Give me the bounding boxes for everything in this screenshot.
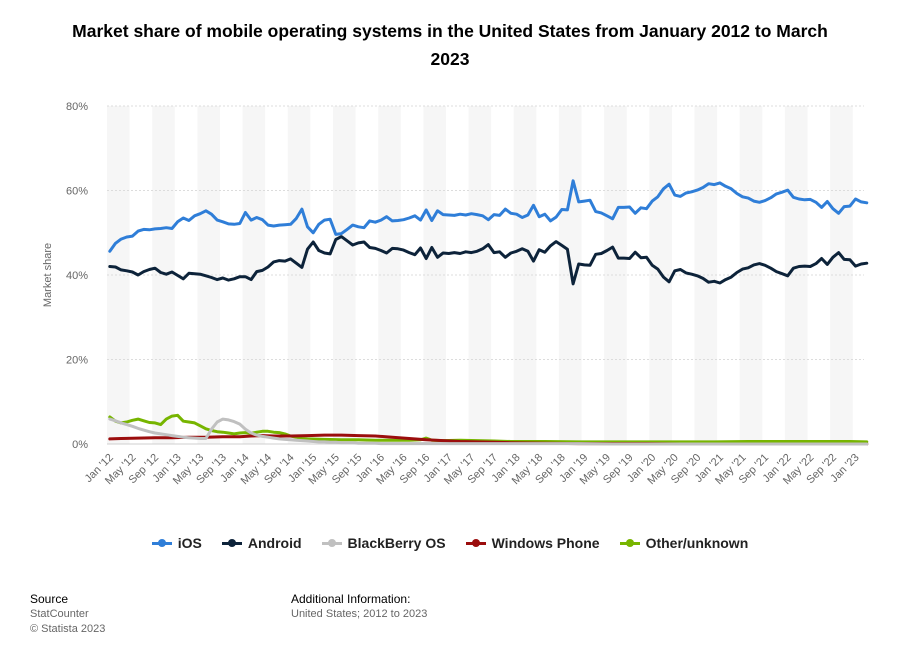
- legend-label: Other/unknown: [645, 535, 749, 551]
- series-line-ios: [108, 179, 869, 253]
- source-block: Source StatCounter © Statista 2023: [30, 592, 105, 637]
- y-tick-label: 0%: [72, 439, 88, 451]
- series-line-android: [108, 235, 869, 286]
- plot-band: [423, 106, 446, 444]
- legend-label: Android: [247, 535, 302, 551]
- legend-item-other-unknown[interactable]: Other/unknown: [619, 535, 749, 551]
- y-tick-label: 20%: [66, 355, 88, 367]
- legend-label: iOS: [177, 535, 202, 551]
- chart-legend: iOS Android BlackBerry OS Windows Phone Othe…: [0, 535, 900, 551]
- legend-swatch-icon: [221, 538, 242, 548]
- legend-swatch-icon: [619, 538, 640, 548]
- legend-item-windows-phone[interactable]: Windows Phone: [465, 535, 600, 551]
- y-axis-label: Market share: [42, 243, 54, 307]
- additional-info-heading: Additional Information:: [291, 592, 411, 606]
- plot-band: [830, 106, 853, 444]
- legend-swatch-icon: [465, 538, 486, 548]
- legend-label: BlackBerry OS: [347, 535, 446, 551]
- source-line-statcounter: StatCounter: [30, 608, 89, 620]
- additional-info-block: Additional Information: United States; 2…: [291, 592, 427, 622]
- legend-swatch-icon: [321, 538, 342, 548]
- plot-band: [378, 106, 401, 444]
- legend-item-android[interactable]: Android: [221, 535, 302, 551]
- series-line-blackberry-os: [108, 417, 869, 446]
- y-tick-label: 80%: [66, 101, 88, 113]
- series-line-other-unknown: [108, 413, 869, 444]
- legend-swatch-icon: [151, 538, 172, 548]
- source-line-copyright: © Statista 2023: [30, 623, 106, 635]
- chart-title: Market share of mobile operating systems…: [72, 21, 828, 69]
- legend-item-ios[interactable]: iOS: [151, 535, 202, 551]
- y-tick-label: 40%: [66, 270, 88, 282]
- legend-label: Windows Phone: [491, 535, 600, 551]
- y-tick-label: 60%: [66, 186, 88, 198]
- plot-band: [107, 106, 130, 444]
- source-heading: Source: [30, 592, 69, 606]
- additional-info-text: United States; 2012 to 2023: [291, 608, 428, 620]
- legend-item-blackberry-os[interactable]: BlackBerry OS: [321, 535, 446, 551]
